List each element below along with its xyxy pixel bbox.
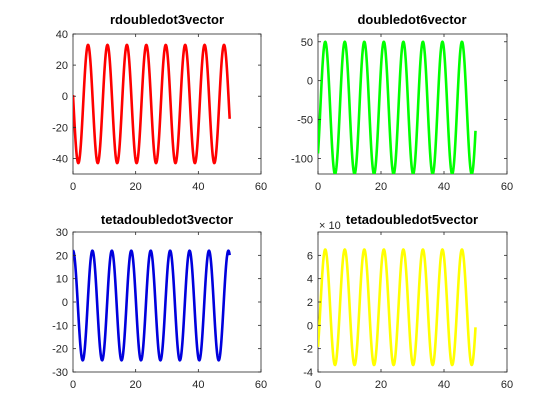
- y-tick-label: -2: [303, 344, 313, 356]
- subplot-doubledot6vector: 0 20 40 60 -100 -50 0 50 doubledot6vector: [291, 12, 513, 193]
- y-tick-label: -4: [303, 367, 313, 379]
- tick-marks: 0 20 40 60 -30 -20 -10 0 10 20 30: [52, 227, 267, 391]
- x-tick-label: 40: [192, 181, 204, 193]
- tick-marks: 0 20 40 60 -100 -50 0 50: [291, 34, 513, 193]
- y-tick-label: -30: [52, 367, 68, 379]
- x-tick-label: 20: [375, 181, 387, 193]
- line-marks: [318, 248, 477, 367]
- x-tick-label: 20: [130, 379, 142, 391]
- x-tick-label: 60: [501, 181, 513, 193]
- y-tick-label: 6: [307, 250, 313, 262]
- x-tick-label: 60: [501, 379, 513, 391]
- tick-marks: 0 20 40 60 -40 -20 0 20 40: [52, 29, 267, 193]
- exponent-label: × 10: [319, 220, 341, 232]
- x-tick-label: 60: [255, 181, 267, 193]
- y-tick-label: 0: [307, 76, 313, 88]
- subplot-tetadoubledot3vector: 0 20 40 60 -30 -20 -10 0 10 20 30 tetadoubledot3ve…: [52, 212, 267, 391]
- series-line: [73, 249, 231, 362]
- subplot-title: rdoubledot3vector: [110, 12, 224, 27]
- subplot-title: tetadoubledot5vector: [346, 212, 478, 227]
- subplot-title: tetadoubledot3vector: [101, 212, 233, 227]
- x-tick-label: 40: [438, 379, 450, 391]
- x-tick-label: 40: [192, 379, 204, 391]
- y-tick-label: 0: [62, 297, 68, 309]
- y-tick-label: 50: [301, 37, 313, 49]
- y-tick-label: -20: [52, 344, 68, 356]
- y-tick-label: 40: [56, 29, 68, 41]
- y-tick-label: 0: [62, 91, 68, 103]
- x-tick-label: 0: [315, 181, 321, 193]
- x-tick-label: 60: [255, 379, 267, 391]
- y-tick-label: -50: [297, 115, 313, 127]
- y-tick-label: -100: [291, 153, 313, 165]
- x-tick-label: 40: [438, 181, 450, 193]
- series-line: [318, 248, 477, 367]
- x-tick-label: 0: [70, 181, 76, 193]
- y-tick-label: -20: [52, 122, 68, 134]
- x-tick-label: 20: [130, 181, 142, 193]
- y-tick-label: 20: [56, 60, 68, 72]
- y-tick-label: -40: [52, 153, 68, 165]
- series-line: [73, 43, 231, 165]
- y-tick-label: 10: [56, 274, 68, 286]
- y-tick-label: 20: [56, 250, 68, 262]
- subplot-tetadoubledot5vector: 0 20 40 60 -4 -2 0 2 4 6 × 10 tetadoubledot5vecto…: [303, 212, 513, 391]
- x-tick-label: 20: [375, 379, 387, 391]
- series-line: [318, 40, 477, 174]
- x-tick-label: 0: [70, 379, 76, 391]
- subplot-rdoubledot3vector: 0 20 40 60 -40 -20 0 20 40 rdoubledot3vector: [52, 12, 267, 193]
- x-tick-label: 0: [315, 379, 321, 391]
- subplot-title: doubledot6vector: [357, 12, 466, 27]
- y-tick-label: 30: [56, 227, 68, 239]
- tick-marks: 0 20 40 60 -4 -2 0 2 4 6: [303, 232, 513, 391]
- y-tick-label: 2: [307, 297, 313, 309]
- line-marks: [318, 40, 477, 174]
- line-marks: [73, 249, 231, 362]
- y-tick-label: -10: [52, 320, 68, 332]
- y-tick-label: 4: [307, 274, 313, 286]
- line-marks: [73, 43, 231, 165]
- y-tick-label: 0: [307, 320, 313, 332]
